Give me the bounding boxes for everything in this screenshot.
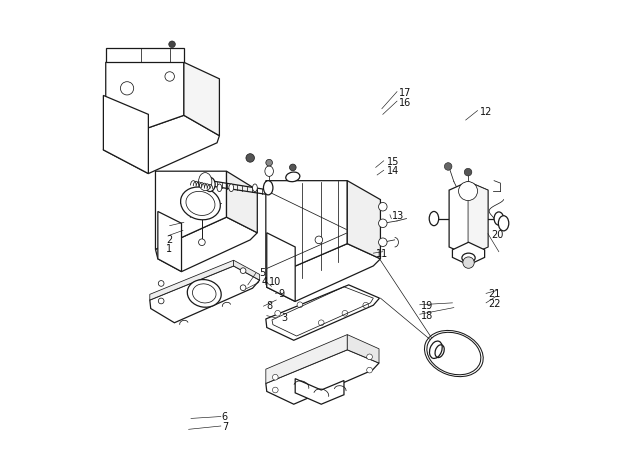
Text: 17: 17 [399, 88, 411, 98]
Circle shape [297, 302, 303, 308]
Polygon shape [184, 62, 220, 136]
Ellipse shape [434, 338, 473, 369]
Ellipse shape [494, 212, 504, 225]
Circle shape [367, 367, 372, 373]
Circle shape [272, 387, 278, 393]
Circle shape [158, 281, 164, 286]
Circle shape [379, 219, 387, 228]
Text: 13: 13 [392, 211, 404, 221]
Ellipse shape [436, 340, 472, 367]
Polygon shape [266, 285, 380, 340]
Text: 12: 12 [480, 107, 492, 117]
Circle shape [120, 82, 134, 95]
Circle shape [463, 257, 474, 268]
Ellipse shape [432, 336, 476, 371]
Ellipse shape [180, 187, 220, 220]
Polygon shape [150, 266, 260, 323]
Circle shape [158, 298, 164, 304]
Text: 19: 19 [421, 301, 433, 311]
Ellipse shape [187, 280, 221, 307]
Ellipse shape [427, 332, 481, 375]
Circle shape [165, 72, 175, 81]
Text: 4: 4 [262, 277, 268, 287]
Text: 18: 18 [421, 311, 433, 321]
Polygon shape [227, 171, 257, 233]
Circle shape [266, 159, 272, 166]
Ellipse shape [204, 177, 215, 191]
Polygon shape [103, 115, 220, 173]
Ellipse shape [498, 216, 509, 231]
Text: 9: 9 [279, 289, 285, 299]
Ellipse shape [439, 342, 469, 365]
Circle shape [379, 202, 387, 211]
Polygon shape [156, 171, 227, 249]
Text: 3: 3 [281, 313, 287, 323]
Text: 5: 5 [259, 268, 265, 278]
Text: 10: 10 [269, 277, 282, 287]
Text: 2: 2 [166, 235, 172, 245]
Circle shape [318, 320, 324, 325]
Circle shape [289, 164, 296, 171]
Ellipse shape [429, 211, 439, 226]
Text: 22: 22 [488, 299, 501, 309]
Ellipse shape [462, 253, 475, 263]
Ellipse shape [429, 334, 479, 373]
Ellipse shape [192, 284, 216, 303]
Ellipse shape [253, 184, 257, 191]
Text: 6: 6 [222, 412, 228, 422]
Text: 7: 7 [222, 422, 228, 432]
Polygon shape [266, 350, 379, 404]
Circle shape [464, 168, 472, 176]
Polygon shape [156, 217, 257, 272]
Ellipse shape [186, 191, 215, 216]
Circle shape [342, 311, 348, 316]
Text: 11: 11 [376, 249, 388, 259]
Ellipse shape [263, 180, 273, 195]
Ellipse shape [229, 184, 234, 191]
Polygon shape [266, 244, 380, 302]
Polygon shape [453, 242, 485, 265]
Text: 21: 21 [488, 289, 500, 299]
Polygon shape [158, 211, 182, 272]
Polygon shape [103, 95, 148, 173]
Polygon shape [295, 379, 344, 404]
Circle shape [367, 354, 372, 360]
Polygon shape [449, 181, 488, 256]
Polygon shape [266, 180, 348, 279]
Polygon shape [348, 180, 380, 259]
Ellipse shape [265, 166, 273, 176]
Circle shape [444, 162, 452, 170]
Text: 1: 1 [166, 244, 172, 254]
Circle shape [241, 268, 246, 274]
Circle shape [275, 311, 280, 316]
Text: 14: 14 [387, 166, 399, 176]
Circle shape [199, 239, 205, 246]
Circle shape [246, 154, 254, 162]
Polygon shape [468, 181, 488, 256]
Circle shape [315, 236, 323, 244]
Circle shape [458, 181, 477, 200]
Ellipse shape [441, 343, 467, 363]
Text: 15: 15 [387, 157, 399, 167]
Circle shape [379, 238, 387, 247]
Polygon shape [234, 260, 260, 280]
Circle shape [363, 303, 368, 308]
Circle shape [241, 285, 246, 291]
Ellipse shape [199, 172, 212, 190]
Text: 8: 8 [266, 301, 273, 311]
Polygon shape [150, 260, 234, 300]
Circle shape [272, 374, 278, 380]
Polygon shape [106, 48, 184, 62]
Text: 20: 20 [491, 230, 503, 240]
Ellipse shape [217, 184, 222, 191]
Polygon shape [348, 334, 379, 363]
Ellipse shape [430, 341, 442, 359]
Text: 16: 16 [399, 97, 411, 107]
Polygon shape [106, 62, 184, 143]
Polygon shape [266, 233, 295, 302]
Polygon shape [266, 334, 348, 383]
Circle shape [169, 41, 175, 48]
Ellipse shape [285, 172, 300, 182]
